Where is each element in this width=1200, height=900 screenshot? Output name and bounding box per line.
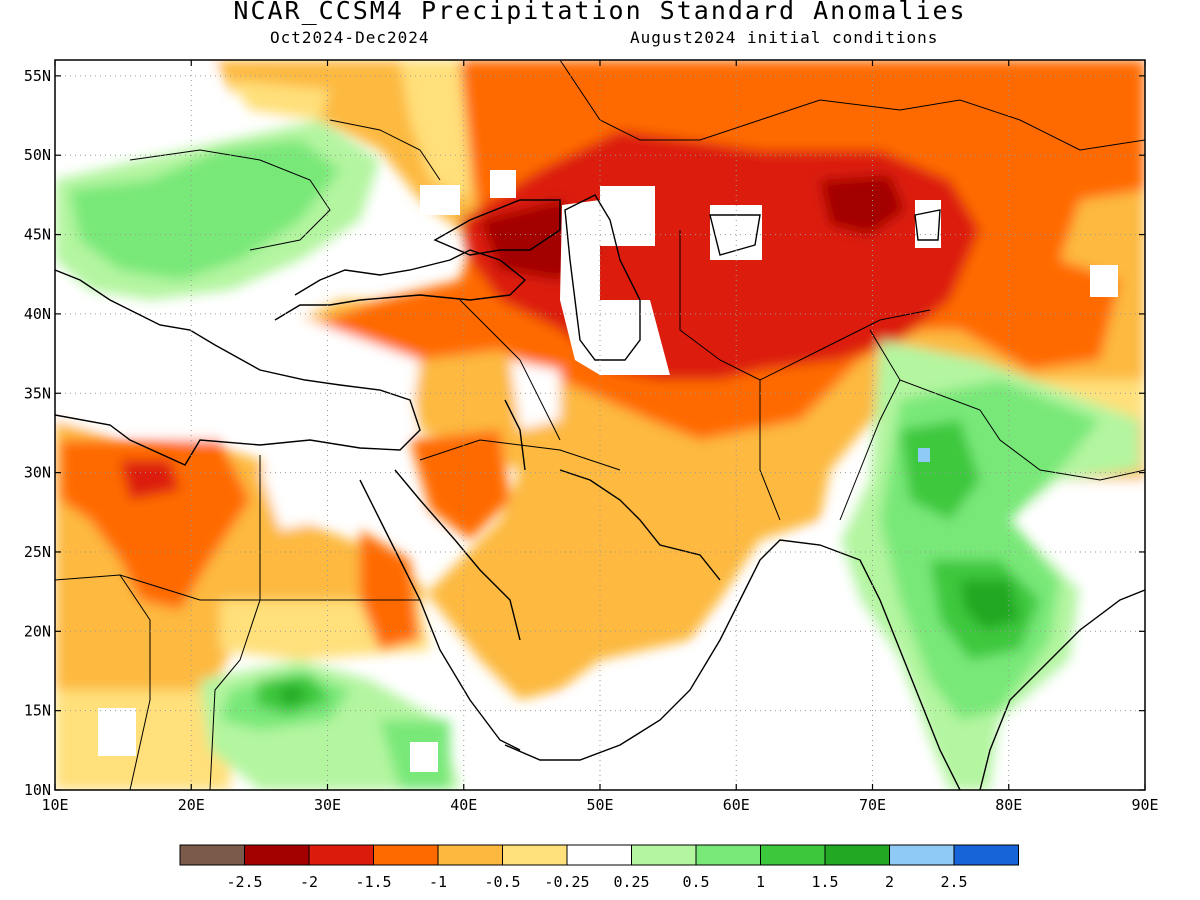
lon-tick-label: 80E (995, 796, 1022, 814)
colorbar: -2.5 -2 -1.5 -1 -0.5 -0.25 0.25 0.5 1 1.5 2 2.5 (179, 844, 1019, 891)
lat-tick-label: 15N (24, 702, 51, 720)
lat-tick-label: 30N (24, 464, 51, 482)
colorbar-label: -1 (429, 873, 447, 891)
colorbar-label: 1 (756, 873, 765, 891)
axis-ticks (54, 60, 1146, 791)
lon-tick-label: 10E (41, 796, 68, 814)
initial-conditions: August2024 initial conditions (630, 28, 939, 47)
colorbar-swatch (566, 844, 632, 866)
lon-axis: 10E 20E 30E 40E 50E 60E 70E 80E 90E (41, 796, 1158, 814)
lon-tick-label: 50E (586, 796, 613, 814)
colorbar-swatch (889, 844, 955, 866)
colorbar-label: 2 (885, 873, 894, 891)
colorbar-label: 2.5 (940, 873, 967, 891)
colorbar-swatch (308, 844, 374, 866)
forecast-period: Oct2024-Dec2024 (270, 28, 430, 47)
lat-tick-label: 50N (24, 146, 51, 164)
chart-title: NCAR_CCSM4 Precipitation Standard Anomal… (233, 0, 967, 25)
colorbar-swatch (179, 844, 245, 866)
colorbar-label: -2.5 (226, 873, 262, 891)
lon-tick-label: 30E (314, 796, 341, 814)
colorbar-label: -0.5 (484, 873, 520, 891)
colorbar-swatch (502, 844, 568, 866)
lat-tick-label: 55N (24, 67, 51, 85)
colorbar-swatch (824, 844, 890, 866)
lat-tick-label: 40N (24, 305, 51, 323)
lat-tick-label: 20N (24, 622, 51, 640)
lat-tick-label: 45N (24, 226, 51, 244)
gridlines (55, 60, 1145, 790)
lat-tick-label: 25N (24, 543, 51, 561)
colorbar-label: 0.25 (613, 873, 649, 891)
coastlines (55, 194, 1145, 790)
colorbar-label: -1.5 (355, 873, 391, 891)
lon-tick-label: 40E (450, 796, 477, 814)
colorbar-swatch (760, 844, 826, 866)
lon-tick-label: 60E (723, 796, 750, 814)
colorbar-swatch (373, 844, 439, 866)
colorbar-label: -2 (300, 873, 318, 891)
colorbar-swatch (695, 844, 761, 866)
lon-tick-label: 20E (178, 796, 205, 814)
anomaly-shading (55, 60, 1145, 790)
colorbar-swatch (244, 844, 310, 866)
lon-tick-label: 90E (1131, 796, 1158, 814)
colorbar-swatch (953, 844, 1019, 866)
country-borders (55, 60, 1145, 790)
lat-axis: 10N 15N 20N 25N 30N 35N 40N 45N 50N 55N (24, 67, 51, 799)
lat-tick-label: 10N (24, 781, 51, 799)
colorbar-label: 0.5 (682, 873, 709, 891)
lon-tick-label: 70E (859, 796, 886, 814)
colorbar-label: 1.5 (811, 873, 838, 891)
lat-tick-label: 35N (24, 384, 51, 402)
colorbar-label: -0.25 (544, 873, 589, 891)
colorbar-swatch (631, 844, 697, 866)
colorbar-swatch (437, 844, 503, 866)
